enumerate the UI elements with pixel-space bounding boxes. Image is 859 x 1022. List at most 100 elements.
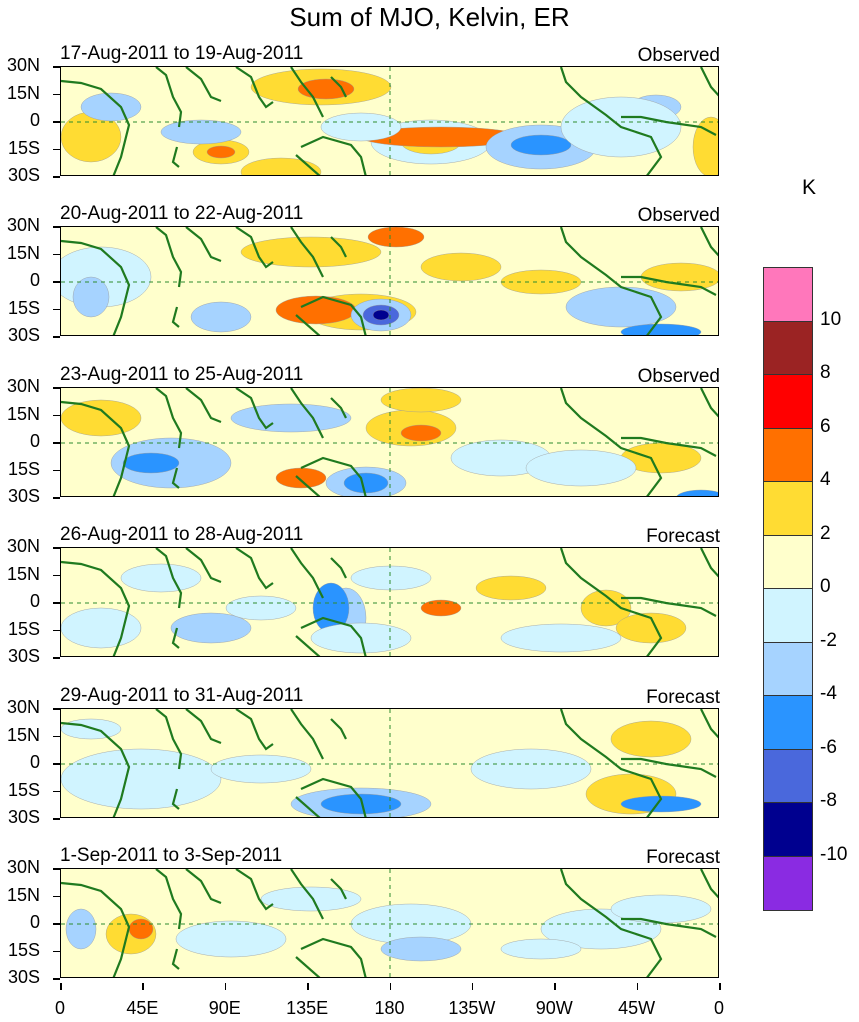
anomaly-contour: [565, 286, 677, 328]
coastline: [295, 635, 321, 656]
latitude-tick: [53, 93, 60, 95]
coastline: [621, 436, 717, 457]
anomaly-contour: [350, 565, 432, 591]
coastline: [171, 306, 180, 328]
latitude-tick: [53, 226, 60, 228]
coastline: [235, 548, 274, 590]
coastline: [621, 757, 717, 778]
anomaly-map: [61, 869, 718, 977]
panel-date-range: 20-Aug-2011 to 22-Aug-2011: [60, 203, 304, 224]
latitude-label: 30N: [6, 536, 40, 556]
figure-title: Sum of MJO, Kelvin, ER: [289, 2, 570, 32]
map-panel: 26-Aug-2011 to 28-Aug-2011 Forecast 30N 15N…: [0, 524, 859, 684]
latitude-label: 15S: [7, 458, 40, 479]
colorbar-swatch: [764, 642, 812, 696]
map-panel: 1-Sep-2011 to 3-Sep-2011 Forecast 30N 15N 0 1…: [0, 845, 859, 1005]
anomaly-contour: [640, 262, 718, 292]
colorbar-label: 4: [820, 469, 831, 490]
coastline: [300, 295, 367, 335]
coastline: [185, 869, 222, 905]
coastline: [171, 948, 180, 970]
coastline: [700, 709, 718, 739]
latitude-tick: [53, 602, 60, 604]
map-panel: 29-Aug-2011 to 31-Aug-2011 Forecast 30N 15N…: [0, 685, 859, 845]
longitude-tick: [554, 983, 556, 990]
latitude-label: 15N: [6, 724, 40, 745]
map-frame: [60, 226, 719, 336]
anomaly-contour: [72, 276, 110, 318]
anomaly-map: [61, 709, 718, 817]
latitude-tick: [53, 414, 60, 416]
anomaly-contour: [80, 92, 142, 122]
coastline: [559, 869, 663, 977]
latitude-label: 0: [29, 752, 40, 772]
anomaly-contour: [343, 472, 389, 494]
anomaly-contour: [225, 595, 297, 621]
coastline: [61, 881, 131, 977]
longitude-tick: [636, 983, 639, 990]
coastline: [155, 869, 183, 930]
anomaly-map: [61, 227, 718, 335]
longitude-label: 135E: [286, 998, 329, 1018]
coastline: [290, 388, 324, 439]
colorbar-swatch: [764, 321, 812, 375]
coastline: [300, 937, 367, 977]
colorbar-swatch: [764, 428, 812, 482]
latitude-label: 30N: [6, 376, 40, 396]
panel-date-range: 26-Aug-2011 to 28-Aug-2011: [60, 524, 304, 545]
anomaly-contour: [615, 612, 687, 644]
latitude-tick: [53, 574, 60, 576]
latitude-tick: [53, 469, 60, 471]
anomaly-contour: [160, 119, 242, 145]
latitude-tick: [53, 281, 60, 283]
panel-kind-label: Observed: [637, 366, 720, 387]
coastline: [621, 596, 717, 617]
panel-kind-label: Observed: [637, 205, 720, 226]
anomaly-contour: [420, 252, 502, 282]
colorbar-label: -6: [820, 736, 837, 758]
anomaly-contour: [210, 754, 312, 784]
longitude-tick: [307, 983, 309, 990]
coastline: [621, 917, 717, 938]
anomaly-contour: [128, 918, 154, 940]
latitude-tick: [53, 308, 60, 310]
latitude-tick: [53, 868, 60, 870]
longitude-label: 90W: [535, 998, 573, 1018]
longitude-tick: [60, 983, 62, 990]
coastline: [235, 709, 274, 751]
latitude-label: 15N: [6, 563, 40, 584]
anomaly-contour: [206, 145, 236, 159]
coastline: [559, 67, 663, 175]
anomaly-contour: [240, 236, 382, 268]
coastline: [700, 67, 718, 97]
latitude-label: 15N: [6, 82, 40, 103]
anomaly-contour: [61, 748, 222, 810]
anomaly-contour: [380, 936, 462, 962]
colorbar-label: 6: [820, 415, 831, 437]
coastline: [330, 718, 347, 740]
coastline: [559, 388, 663, 496]
coastline: [61, 560, 131, 656]
coastline: [290, 227, 324, 278]
coastline: [171, 788, 180, 810]
latitude-label: 30S: [7, 967, 40, 987]
colorbar-swatch: [764, 856, 812, 910]
coastline: [155, 227, 183, 288]
latitude-label: 30S: [7, 646, 40, 666]
panel-kind-label: Forecast: [646, 687, 720, 708]
anomaly-contour: [230, 403, 352, 433]
panel-date-range: 23-Aug-2011 to 25-Aug-2011: [60, 364, 304, 385]
anomaly-map: [61, 388, 718, 496]
coastline: [171, 467, 180, 489]
latitude-tick: [53, 895, 60, 897]
colorbar-label: -10: [820, 843, 848, 865]
coastline: [330, 76, 347, 98]
latitude-tick: [53, 121, 60, 123]
latitude-label: 30S: [7, 165, 40, 185]
colorbar-label: 2: [820, 522, 831, 544]
latitude-label: 15N: [6, 242, 40, 263]
latitude-label: 15S: [7, 939, 40, 960]
anomaly-contour: [275, 467, 327, 489]
coastline: [185, 709, 222, 745]
map-frame: [60, 868, 719, 978]
